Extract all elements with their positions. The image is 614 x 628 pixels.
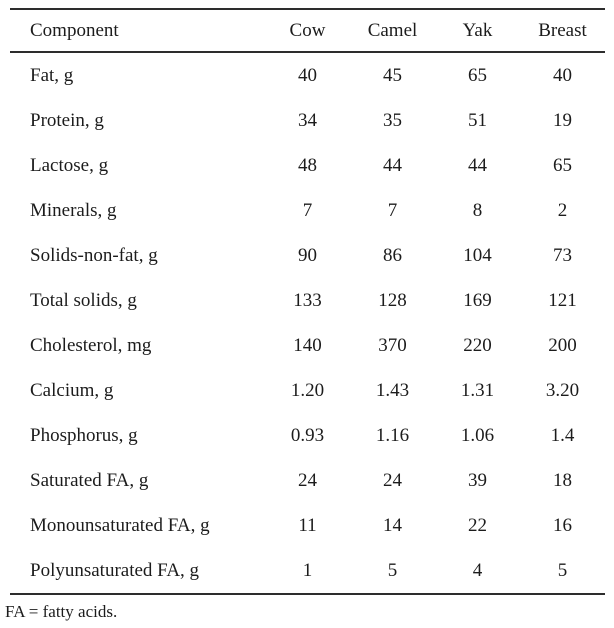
component-cell: Phosphorus, g — [30, 424, 138, 446]
milk-composition-table: Component Cow Camel Yak Breast Fat, g 40 4… — [10, 8, 605, 595]
table-row: Phosphorus, g 0.93 1.16 1.06 1.4 — [10, 413, 605, 458]
component-cell: Monounsaturated FA, g — [30, 514, 210, 536]
value-cell: 121 — [548, 289, 577, 311]
component-cell: Cholesterol, mg — [30, 334, 152, 356]
value-cell: 65 — [468, 64, 487, 86]
value-cell: 34 — [298, 109, 317, 131]
column-header-cow: Cow — [289, 19, 326, 41]
table-row: Monounsaturated FA, g 11 14 22 16 — [10, 503, 605, 548]
value-cell: 18 — [553, 469, 572, 491]
value-cell: 1.06 — [460, 424, 495, 446]
value-cell: 19 — [553, 109, 572, 131]
table-row: Polyunsaturated FA, g 1 5 4 5 — [10, 548, 605, 594]
value-cell: 22 — [468, 514, 487, 536]
value-cell: 11 — [298, 514, 317, 536]
value-cell: 65 — [553, 154, 572, 176]
column-header-component: Component — [30, 19, 119, 41]
value-cell: 4 — [472, 559, 483, 581]
value-cell: 104 — [463, 244, 492, 266]
table-row: Total solids, g 133 128 169 121 — [10, 278, 605, 323]
component-cell: Solids-non-fat, g — [30, 244, 158, 266]
value-cell: 90 — [298, 244, 317, 266]
component-cell: Polyunsaturated FA, g — [30, 559, 200, 581]
value-cell: 40 — [298, 64, 317, 86]
value-cell: 1 — [302, 559, 313, 581]
column-header-camel: Camel — [367, 19, 418, 41]
table-row: Minerals, g 7 7 8 2 — [10, 188, 605, 233]
component-cell: Fat, g — [30, 64, 74, 86]
value-cell: 0.93 — [290, 424, 325, 446]
value-cell: 169 — [463, 289, 492, 311]
header-row: Component Cow Camel Yak Breast — [10, 9, 605, 52]
value-cell: 73 — [553, 244, 572, 266]
value-cell: 24 — [383, 469, 402, 491]
value-cell: 3.20 — [545, 379, 580, 401]
column-header-breast: Breast — [538, 19, 587, 41]
table-footnote: FA = fatty acids. — [5, 602, 118, 621]
value-cell: 39 — [468, 469, 487, 491]
value-cell: 14 — [383, 514, 402, 536]
table-row: Cholesterol, mg 140 370 220 200 — [10, 323, 605, 368]
value-cell: 44 — [468, 154, 487, 176]
value-cell: 133 — [293, 289, 322, 311]
table-row: Protein, g 34 35 51 19 — [10, 98, 605, 143]
value-cell: 48 — [298, 154, 317, 176]
value-cell: 1.4 — [550, 424, 575, 446]
component-cell: Minerals, g — [30, 199, 117, 221]
value-cell: 86 — [383, 244, 402, 266]
value-cell: 5 — [557, 559, 568, 581]
value-cell: 5 — [387, 559, 398, 581]
value-cell: 370 — [378, 334, 407, 356]
value-cell: 200 — [548, 334, 577, 356]
table-body: Fat, g 40 45 65 40 Protein, g 34 35 51 19 Lactose,… — [10, 52, 605, 594]
table-row: Lactose, g 48 44 44 65 — [10, 143, 605, 188]
table-row: Saturated FA, g 24 24 39 18 — [10, 458, 605, 503]
value-cell: 40 — [553, 64, 572, 86]
column-header-yak: Yak — [462, 19, 493, 41]
value-cell: 2 — [557, 199, 568, 221]
component-cell: Saturated FA, g — [30, 469, 149, 491]
value-cell: 44 — [383, 154, 402, 176]
value-cell: 45 — [383, 64, 402, 86]
value-cell: 128 — [378, 289, 407, 311]
component-cell: Total solids, g — [30, 289, 137, 311]
value-cell: 220 — [463, 334, 492, 356]
value-cell: 51 — [468, 109, 487, 131]
value-cell: 7 — [302, 199, 313, 221]
value-cell: 7 — [387, 199, 398, 221]
value-cell: 16 — [553, 514, 572, 536]
component-cell: Protein, g — [30, 109, 104, 131]
value-cell: 24 — [298, 469, 317, 491]
table-row: Fat, g 40 45 65 40 — [10, 52, 605, 98]
value-cell: 1.20 — [290, 379, 325, 401]
table-row: Calcium, g 1.20 1.43 1.31 3.20 — [10, 368, 605, 413]
value-cell: 1.31 — [460, 379, 495, 401]
component-cell: Calcium, g — [30, 379, 114, 401]
component-cell: Lactose, g — [30, 154, 109, 176]
value-cell: 8 — [472, 199, 483, 221]
table-row: Solids-non-fat, g 90 86 104 73 — [10, 233, 605, 278]
value-cell: 140 — [293, 334, 322, 356]
value-cell: 35 — [383, 109, 402, 131]
value-cell: 1.43 — [375, 379, 410, 401]
value-cell: 1.16 — [375, 424, 410, 446]
